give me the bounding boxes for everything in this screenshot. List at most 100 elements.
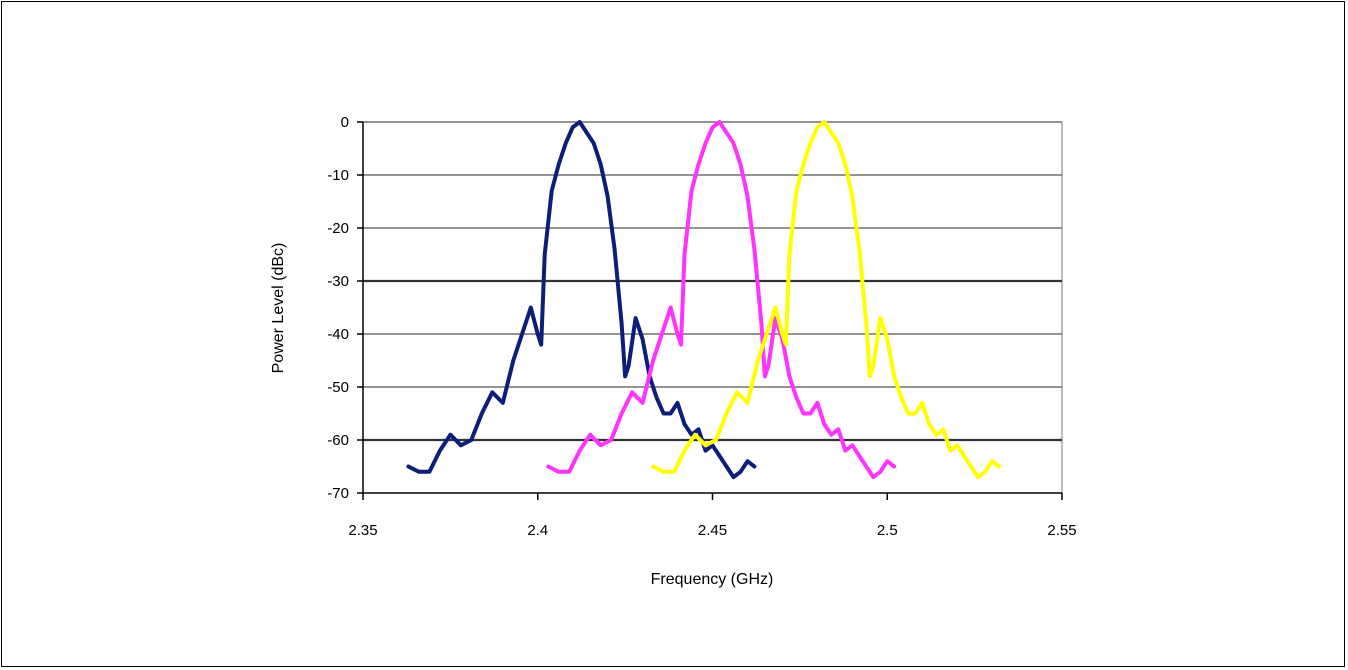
series-2-point <box>703 141 708 145</box>
axes <box>357 121 1063 500</box>
plot-area <box>362 121 1063 494</box>
series-2-point <box>609 438 613 442</box>
series-3-point <box>801 162 806 166</box>
series-1-point <box>501 401 505 405</box>
series-1-point <box>543 252 547 257</box>
series-2-point <box>682 252 687 257</box>
series-2-point <box>815 401 820 405</box>
series-3-point <box>871 364 875 368</box>
series-3-point <box>780 332 785 336</box>
series-3-point <box>976 475 980 479</box>
series-2-point <box>766 364 771 368</box>
series-1-point <box>623 374 627 378</box>
series-3-point <box>885 337 889 341</box>
series-3-point <box>997 464 1001 469</box>
y-tick-labels: 0 -10 -20 -30 -40 -50 -60 -70 <box>327 114 349 502</box>
y-tick-label: -20 <box>327 220 349 237</box>
series-1-point <box>703 449 708 453</box>
series-1-point <box>539 343 543 347</box>
series-3-point <box>773 305 778 310</box>
series-2-point <box>829 433 833 437</box>
series-1-point <box>459 443 463 447</box>
series-2-point <box>787 374 792 378</box>
series-1-point <box>606 194 610 198</box>
series-2-point <box>588 433 592 437</box>
series-2-point <box>843 449 847 453</box>
series-1-point <box>571 125 575 129</box>
series-3-point <box>794 189 799 193</box>
series-3-point <box>662 470 666 474</box>
series-2-point <box>669 305 673 310</box>
series-2-point <box>759 321 764 325</box>
series-1-point <box>669 411 673 416</box>
series-1-point <box>710 443 715 447</box>
series-1-point <box>417 470 421 474</box>
series-1-point <box>641 337 645 341</box>
series-2-point <box>836 427 840 431</box>
series-3-point <box>850 194 854 198</box>
series-1-point <box>731 475 736 479</box>
series-3-point <box>735 390 739 394</box>
series-2-point <box>885 459 889 463</box>
series-3-point <box>857 247 861 251</box>
series-1-point <box>745 459 750 463</box>
series-2-point <box>679 343 683 347</box>
series-3-point <box>693 433 697 437</box>
series-3-point <box>864 321 868 325</box>
series-2-point <box>620 411 624 416</box>
series-2-point <box>738 162 743 166</box>
series-1-point <box>427 470 431 474</box>
series-3-point <box>822 120 826 124</box>
series-2-point <box>599 443 603 447</box>
series-2-point <box>630 390 634 394</box>
series-1-point <box>480 411 484 416</box>
series-2-point <box>578 449 582 453</box>
series-3-point <box>868 374 872 378</box>
series-3-point <box>766 327 771 331</box>
series-3-point <box>714 438 718 442</box>
y-tick-label: -60 <box>327 432 349 449</box>
y-tick-label: -70 <box>327 485 349 502</box>
series-2-point <box>717 120 722 124</box>
series-2-point <box>651 358 655 363</box>
series-1-point <box>448 433 452 437</box>
series-2-point <box>557 470 561 474</box>
series-1-point <box>634 316 638 320</box>
series-2-point <box>675 332 680 336</box>
series-1-point <box>655 396 659 400</box>
series-1-point <box>529 305 533 310</box>
y-tick-label: -50 <box>327 379 349 396</box>
series-2-point <box>763 374 767 378</box>
series-3-point <box>983 470 987 474</box>
series-2-point <box>801 411 806 416</box>
series-2-point <box>731 141 736 145</box>
series-2-point <box>696 162 701 166</box>
series-1-point <box>696 427 701 431</box>
series-3-point <box>829 131 833 135</box>
series-3-point <box>948 449 952 453</box>
series-3-point <box>955 443 959 447</box>
series-3-point <box>682 449 687 453</box>
series-3-point <box>651 464 655 469</box>
series-2-point <box>857 454 861 458</box>
y-tick-label: 0 <box>341 114 349 131</box>
series-3-point <box>962 454 966 458</box>
y-tick-label: -30 <box>327 273 349 290</box>
series-1-point <box>675 401 680 405</box>
y-axis-title: Power Level (dBc) <box>270 243 287 374</box>
series-3-point <box>934 433 938 437</box>
series-2-point <box>546 464 550 469</box>
series-1-point <box>490 390 494 394</box>
series-3-point <box>787 252 792 257</box>
series-2-point <box>864 464 868 469</box>
series-1-point <box>557 162 561 166</box>
series-1-point <box>592 141 596 145</box>
series-1-point <box>717 454 722 458</box>
series-2-point <box>567 470 571 474</box>
series-2-point <box>794 396 799 400</box>
series-1-point <box>511 358 515 363</box>
grid-lines <box>362 121 1063 494</box>
series-3-point <box>990 459 994 463</box>
x-axis-title: Frequency (GHz) <box>651 571 774 588</box>
series-3-point <box>756 358 760 363</box>
